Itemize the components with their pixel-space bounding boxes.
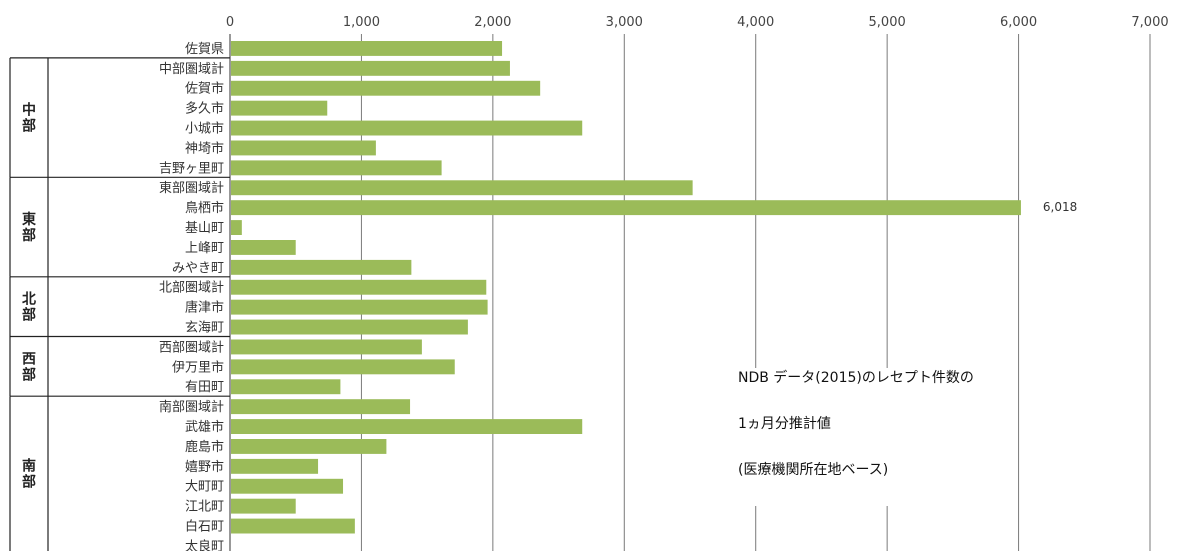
category-label: 唐津市	[185, 300, 224, 316]
bar	[231, 160, 442, 176]
bar	[231, 140, 376, 156]
category-label: 小城市	[185, 121, 224, 137]
group-label: 北部	[22, 292, 36, 324]
x-tick-label: 6,000	[1000, 15, 1037, 30]
bar	[231, 359, 455, 375]
bars	[231, 41, 1021, 534]
bar	[231, 279, 487, 295]
category-label: 神埼市	[185, 140, 224, 156]
category-label: 大町町	[185, 480, 224, 495]
category-label: 嬉野市	[185, 459, 224, 475]
category-label: 有田町	[185, 380, 224, 395]
category-label: 玄海町	[185, 321, 224, 336]
category-label: 西部圏域計	[159, 339, 224, 355]
category-labels: 佐賀県中部圏域計佐賀市多久市小城市神埼市吉野ヶ里町東部圏域計鳥栖市基山町上峰町み…	[159, 42, 224, 551]
bar	[231, 220, 242, 235]
bar	[231, 120, 583, 136]
category-label: 東部圏域計	[159, 180, 224, 196]
category-label: 太良町	[185, 538, 224, 551]
data-labels: 6,018	[1043, 200, 1077, 214]
bar	[231, 478, 344, 494]
category-label: 白石町	[185, 519, 224, 535]
x-tick-label: 1,000	[343, 15, 380, 30]
bar	[231, 41, 503, 56]
x-axis-ticks: 0 1,000 2,000 3,000 4,000 5,000 6,000 7,000	[226, 15, 1169, 30]
bar	[231, 498, 296, 514]
category-label: 吉野ヶ里町	[159, 161, 224, 176]
category-label: 佐賀市	[185, 81, 224, 97]
bar	[231, 399, 411, 415]
category-label: 武雄市	[185, 419, 224, 435]
group-label: 中部	[22, 102, 36, 135]
x-tick-label: 3,000	[606, 15, 643, 30]
bar	[231, 60, 510, 76]
category-label: 伊万里市	[172, 359, 224, 375]
category-label: 北部圏域計	[159, 280, 224, 296]
x-tick-label: 4,000	[737, 15, 774, 30]
bar	[231, 319, 468, 335]
x-tick-label: 2,000	[474, 15, 511, 30]
annotation-line-2: 1ヵ月分推計値	[738, 416, 831, 432]
bar	[231, 80, 541, 96]
gridlines	[229, 34, 1151, 551]
bar	[231, 299, 488, 315]
x-tick-label: 5,000	[869, 15, 906, 30]
bar	[231, 200, 1021, 216]
bar	[231, 439, 387, 454]
bar	[231, 339, 422, 355]
category-label: 基山町	[185, 221, 224, 236]
category-label: みやき町	[172, 261, 224, 276]
annotation-line-3: (医療機関所在地ベース)	[738, 462, 889, 478]
category-label: 江北町	[185, 500, 224, 515]
group-label: 西部	[22, 351, 36, 383]
bar	[231, 518, 355, 534]
annotation-line-1: NDB データ(2015)のレセプト件数の	[738, 370, 974, 386]
bar	[231, 458, 319, 474]
category-label: 南部圏域計	[159, 399, 224, 415]
bar	[231, 100, 328, 116]
category-label: 鳥栖市	[185, 200, 224, 216]
group-label: 南部	[22, 458, 36, 491]
category-label: 鹿島市	[185, 439, 224, 455]
data-label: 6,018	[1043, 200, 1077, 214]
bar	[231, 180, 693, 196]
group-label: 東部	[22, 211, 36, 244]
bar	[231, 259, 412, 275]
category-label: 佐賀県	[185, 42, 224, 57]
bar	[231, 240, 296, 255]
bar	[231, 419, 583, 434]
bar	[231, 379, 341, 395]
x-tick-label: 7,000	[1131, 15, 1168, 30]
category-label: 多久市	[185, 101, 224, 117]
chart-annotation: NDB データ(2015)のレセプト件数の 1ヵ月分推計値 (医療機関所在地ベー…	[738, 368, 974, 506]
x-tick-label: 0	[226, 15, 234, 30]
category-label: 上峰町	[185, 241, 224, 256]
category-label: 中部圏域計	[159, 61, 224, 77]
